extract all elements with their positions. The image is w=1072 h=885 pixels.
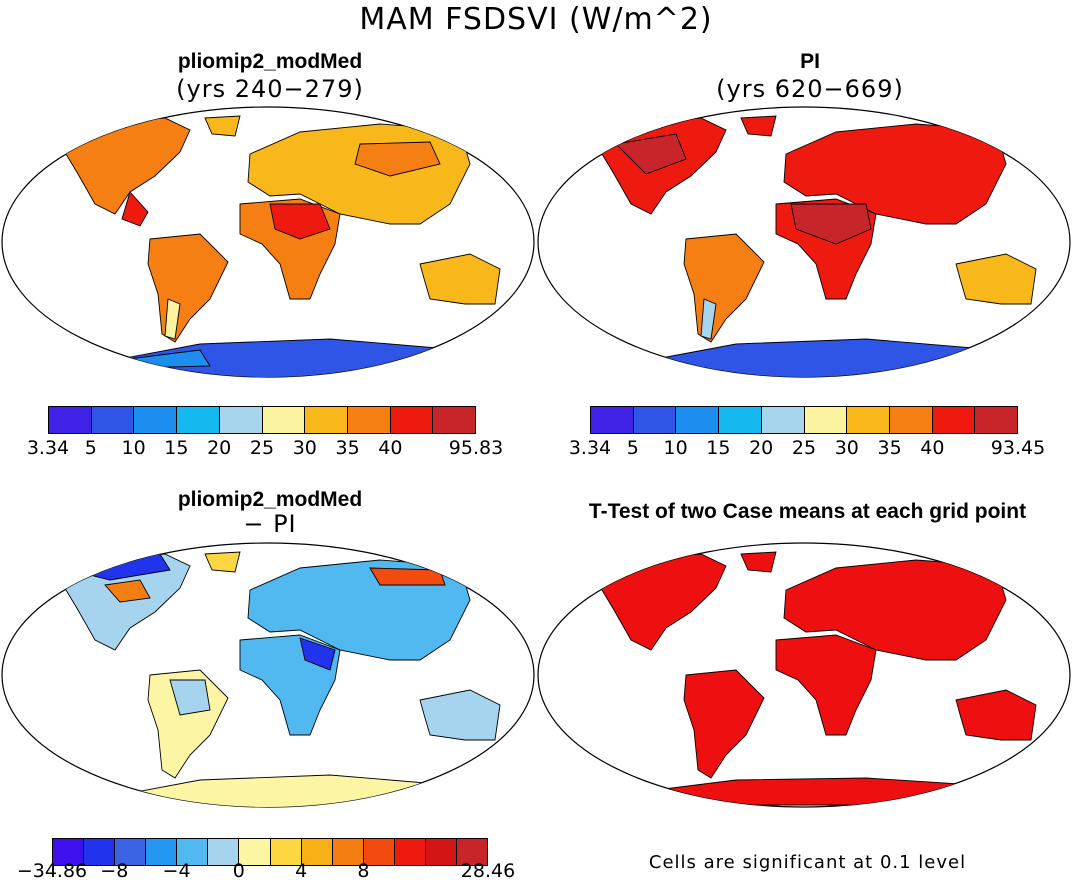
colorbar-2-tick-label: 20 [749, 437, 774, 459]
colorbar-2-tick-label: 10 [663, 437, 688, 459]
colorbar-3-labels: −34.86 −8 −4 0 4 8 28.46 [17, 860, 515, 882]
colorbar-3-swatch [115, 839, 147, 865]
colorbar-1-swatch [433, 407, 476, 433]
colorbar-2-tick-label: 93.45 [990, 437, 1046, 459]
colorbar-1-swatch [262, 407, 306, 433]
panel-3-subtitle: − PI [243, 510, 297, 538]
colorbar-2-swatch [975, 407, 1018, 433]
colorbar-3-tick-label: 0 [232, 860, 245, 882]
colorbar-2-swatch [761, 407, 805, 433]
colorbar-2-tick-label: 35 [877, 437, 902, 459]
colorbar-3-swatch [425, 839, 458, 865]
colorbar-1-swatch [390, 407, 434, 433]
colorbar-2-swatch [804, 407, 848, 433]
colorbar-2-tick-label: 40 [920, 437, 945, 459]
colorbar-1-tick-label: 25 [249, 437, 275, 459]
colorbar-1-swatch [49, 407, 92, 433]
colorbar-3-tick-label: −8 [100, 860, 129, 882]
colorbar-1 [48, 406, 476, 434]
colorbar-3-swatch [394, 839, 426, 865]
colorbar-1-tick-label: 5 [84, 437, 97, 459]
figure-title: MAM FSDSVI (W/m^2) [359, 2, 713, 37]
colorbar-1-tick-label: 15 [164, 437, 189, 459]
colorbar-2-swatch [591, 407, 634, 433]
colorbar-1-tick-label: 30 [292, 437, 317, 459]
colorbar-3-swatch [301, 839, 333, 865]
colorbar-3-tick-label: −4 [162, 860, 191, 882]
colorbar-3-tick-label: −34.86 [16, 860, 88, 882]
colorbar-1-swatch [219, 407, 263, 433]
map-difference [1, 542, 535, 808]
colorbar-1-swatch [134, 407, 178, 433]
colorbar-3-swatch [53, 839, 85, 865]
colorbar-2-labels: 3.34 5 10 15 20 25 30 35 40 93.45 [569, 437, 1045, 459]
panel-1-subtitle: (yrs 240−279) [176, 75, 364, 103]
colorbar-2-tick-label: 3.34 [568, 437, 612, 459]
colorbar-2-swatch [633, 407, 677, 433]
colorbar-3-swatch [239, 839, 271, 865]
colorbar-3-swatch [84, 839, 116, 865]
colorbar-3-tick-label: 8 [357, 860, 370, 882]
colorbar-3-tick-label: 28.46 [460, 860, 516, 882]
colorbar-1-tick-label: 40 [378, 437, 403, 459]
map-ttest [537, 542, 1071, 808]
panel-2-title: PI [800, 50, 820, 73]
colorbar-2-tick-label: 30 [834, 437, 859, 459]
colorbar-2-swatch [932, 407, 976, 433]
colorbar-1-labels: 3.34 5 10 15 20 25 30 35 40 95.83 [27, 437, 503, 459]
colorbar-3-swatch [332, 839, 364, 865]
colorbar-1-tick-label: 3.34 [26, 437, 70, 459]
panel-1-title: pliomip2_modMed [177, 50, 363, 73]
colorbar-3-tick-label: 4 [295, 860, 308, 882]
panel-2-subtitle: (yrs 620−669) [716, 75, 904, 103]
significance-note: Cells are significant at 0.1 level [648, 852, 967, 873]
colorbar-1-swatch [177, 407, 220, 433]
colorbar-2 [590, 406, 1018, 434]
colorbar-3-swatch [146, 839, 178, 865]
colorbar-2-swatch [719, 407, 762, 433]
colorbar-2-tick-label: 25 [791, 437, 817, 459]
colorbar-3-swatch [208, 839, 240, 865]
colorbar-1-tick-label: 10 [121, 437, 146, 459]
map-pliomip2 [1, 106, 535, 378]
colorbar-1-swatch [347, 407, 391, 433]
colorbar-3-swatch [457, 839, 488, 865]
colorbar-1-tick-label: 20 [207, 437, 232, 459]
colorbar-3-swatch [177, 839, 209, 865]
colorbar-1-tick-label: 35 [335, 437, 360, 459]
colorbar-3 [52, 838, 488, 866]
colorbar-2-swatch [889, 407, 933, 433]
colorbar-3-swatch [363, 839, 395, 865]
colorbar-1-tick-label: 95.83 [448, 437, 504, 459]
colorbar-2-swatch [676, 407, 720, 433]
panel-3-title: pliomip2_modMed [177, 488, 363, 511]
colorbar-2-swatch [847, 407, 890, 433]
map-pi [537, 106, 1071, 378]
colorbar-1-swatch [305, 407, 348, 433]
colorbar-2-tick-label: 15 [706, 437, 731, 459]
colorbar-3-swatch [270, 839, 302, 865]
colorbar-2-tick-label: 5 [626, 437, 639, 459]
colorbar-1-swatch [91, 407, 135, 433]
panel-4-title: T-Test of two Case means at each grid po… [588, 500, 1027, 523]
